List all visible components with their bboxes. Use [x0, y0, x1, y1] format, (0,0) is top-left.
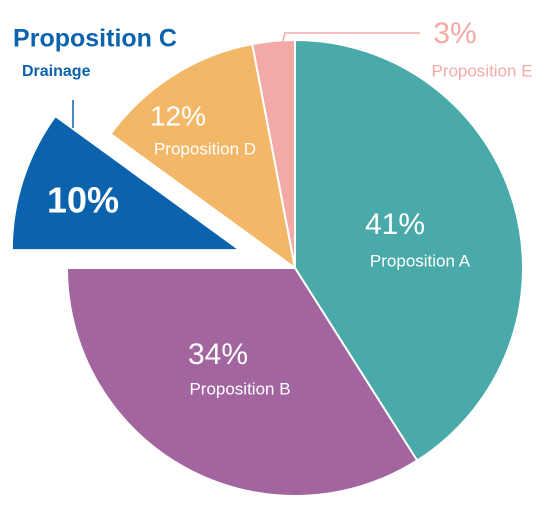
value-label: 3% — [433, 17, 476, 50]
pie-slice — [251, 38, 296, 269]
category-label: Proposition B — [189, 379, 290, 398]
category-label: Proposition A — [370, 251, 471, 270]
value-label: 34% — [188, 338, 248, 371]
value-label: 12% — [150, 100, 206, 131]
value-label: 10% — [47, 180, 119, 221]
category-label: Proposition E — [431, 61, 532, 80]
leader-line — [280, 32, 420, 49]
value-label: 41% — [365, 208, 425, 241]
pie-slice — [65, 267, 419, 497]
pie-slice — [109, 42, 297, 271]
pie-slice — [10, 114, 243, 252]
pie-slice — [294, 38, 524, 462]
annotation: Drainage — [22, 63, 91, 80]
category-label: Proposition C — [13, 25, 177, 53]
category-label: Proposition D — [154, 139, 256, 158]
